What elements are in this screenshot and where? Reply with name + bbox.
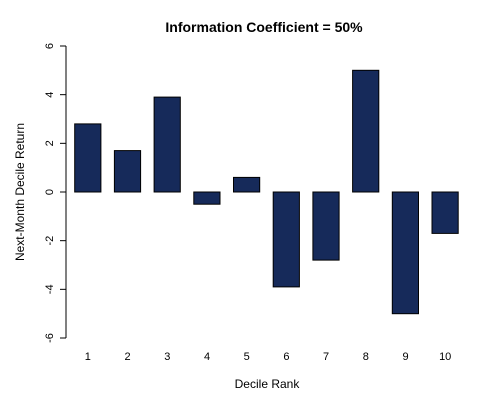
bar-decile-2 [113,150,142,193]
x-tick-label: 7 [323,351,329,363]
y-axis-label: Next-Month Decile Return [13,123,27,261]
x-tick-label: 3 [164,351,170,363]
y-tick-label: 6 [44,43,56,49]
bar-decile-8 [352,69,380,193]
chart-title: Information Coefficient = 50% [165,19,363,35]
bar-decile-4 [193,191,221,205]
x-tick-label: 9 [402,351,408,363]
y-axis: -6 -4 -2 0 2 4 6 [44,43,67,343]
x-tick-label: 5 [244,351,250,363]
x-axis-label: Decile Rank [235,377,301,391]
bar-decile-1 [74,123,102,193]
y-tick-label: 0 [44,189,56,195]
y-tick-label: -4 [44,284,56,294]
bar-decile-5 [233,176,261,193]
bar-decile-9 [391,191,419,315]
x-tick-label: 6 [283,351,289,363]
x-tick-label: 1 [85,351,91,363]
y-tick-label: 2 [44,140,56,146]
bar-decile-10 [431,191,459,234]
bar-decile-7 [312,191,340,261]
y-tick-label: 4 [44,92,56,98]
y-tick-label: -2 [44,236,56,246]
bar-decile-3 [153,96,181,193]
x-tick-label: 4 [204,351,210,363]
x-tick-label: 8 [363,351,369,363]
bars-group [74,69,459,315]
x-tick-label: 2 [125,351,131,363]
y-tick-label: -6 [44,333,56,343]
x-tick-labels: 1 2 3 4 5 6 7 8 9 10 [85,351,452,363]
bar-decile-6 [272,191,300,288]
x-tick-label: 10 [439,351,451,363]
